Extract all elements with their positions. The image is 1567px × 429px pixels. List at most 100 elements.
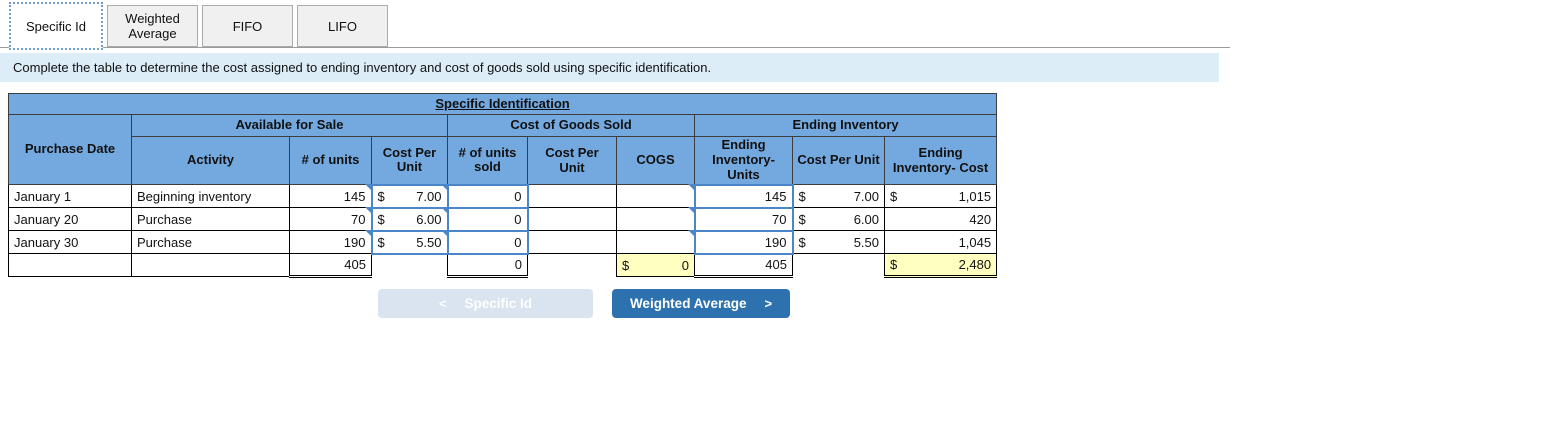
cell-activity: Beginning inventory: [131, 184, 290, 208]
total-cogs: $0: [616, 253, 695, 277]
cell-value: 7.00: [853, 188, 879, 204]
cell-ending-inventory-cost: 420: [883, 207, 998, 231]
currency-symbol: $: [377, 234, 385, 250]
table-row: January 30 Purchase 190 $5.50 0 190 $5.5…: [8, 229, 998, 255]
cell-cogs-cost-per-unit: [527, 207, 617, 231]
input-afs-cost-per-unit[interactable]: $6.00: [364, 206, 449, 232]
cell-value: 0: [514, 188, 522, 204]
cell-purchase-date-empty: [8, 253, 132, 277]
header-cogs-cost-per-unit: Cost Per Unit: [527, 136, 617, 185]
header-group-cost-of-goods-sold: Cost of Goods Sold: [447, 114, 695, 137]
header-activity: Activity: [131, 136, 290, 185]
table-title-cell: Specific Identification: [7, 93, 998, 115]
input-units-sold[interactable]: 0: [440, 183, 529, 209]
header-group-available-for-sale: Available for Sale: [131, 114, 448, 137]
currency-symbol: $: [377, 211, 385, 227]
input-flag-icon: [364, 183, 372, 191]
cell-ending-inventory-cost: 1,045: [883, 230, 998, 254]
header-cost-per-unit: Cost Per Unit: [371, 136, 448, 185]
currency-symbol: $: [377, 188, 385, 204]
tabbar-divider: [0, 47, 1230, 48]
input-flag-icon: [687, 206, 695, 214]
table-row: January 1 Beginning inventory 145 $7.00 …: [8, 183, 998, 209]
input-flag-icon: [364, 229, 372, 237]
tab-specific-id[interactable]: Specific Id: [9, 2, 103, 50]
cell-units: 145: [289, 184, 372, 208]
cell-value: 5.50: [416, 234, 442, 250]
cell-value: 7.00: [416, 188, 442, 204]
input-flag-icon: [440, 229, 448, 237]
currency-symbol: $: [798, 211, 806, 227]
input-flag-icon: [687, 183, 695, 191]
cell-purchase-date: January 20: [8, 207, 132, 231]
cell-ei-cost-per-unit: $5.50: [792, 230, 885, 254]
cell-value: 1,015: [958, 188, 992, 204]
cell-purchase-date: January 30: [8, 230, 132, 254]
cell-cogs-cost-per-unit: [527, 230, 617, 254]
tab-lifo[interactable]: LIFO: [297, 5, 388, 47]
table-title: Specific Identification: [435, 95, 570, 111]
table-row: January 20 Purchase 70 $6.00 0 70 $6.00 …: [8, 206, 998, 232]
input-afs-cost-per-unit[interactable]: $5.50: [364, 229, 449, 255]
cell-blank: [371, 253, 448, 277]
specific-identification-table: Specific Identification Purchase Date Av…: [7, 93, 998, 278]
cell-value: 6.00: [853, 211, 879, 227]
cell-ei-cost-per-unit: $6.00: [792, 207, 885, 231]
prev-button-label: Specific Id: [464, 296, 533, 311]
total-units-sold: 0: [447, 253, 528, 278]
total-ending-inventory-units: 405: [694, 253, 793, 278]
currency-symbol: $: [622, 257, 630, 273]
total-units: 405: [289, 253, 372, 278]
cell-value: 0: [514, 211, 522, 227]
input-units-sold[interactable]: 0: [440, 229, 529, 255]
header-ending-inventory-units: Ending Inventory-Units: [694, 136, 793, 185]
cell-value: 2,480: [958, 257, 992, 272]
header-units-sold: # of units sold: [447, 136, 528, 185]
currency-symbol: $: [798, 234, 806, 250]
header-cogs: COGS: [616, 136, 695, 185]
input-ending-inventory-units[interactable]: 145: [687, 183, 794, 209]
currency-symbol: $: [798, 188, 806, 204]
chevron-left-icon: <: [438, 296, 447, 311]
input-afs-cost-per-unit[interactable]: $7.00: [364, 183, 449, 209]
cell-value: 70: [772, 211, 787, 227]
cell-activity: Purchase: [131, 230, 290, 254]
input-flag-icon: [440, 206, 448, 214]
currency-symbol: $: [890, 188, 898, 204]
chevron-right-icon: >: [764, 296, 773, 311]
cell-cogs-cost-per-unit: [527, 184, 617, 208]
header-ei-cost-per-unit: Cost Per Unit: [792, 136, 885, 185]
next-button-label: Weighted Average: [629, 296, 747, 311]
input-ending-inventory-units[interactable]: 190: [687, 229, 794, 255]
cell-activity-empty: [131, 253, 290, 277]
input-flag-icon: [687, 229, 695, 237]
instruction-banner: Complete the table to determine the cost…: [0, 53, 1219, 82]
cell-cogs: [616, 230, 695, 254]
tab-fifo[interactable]: FIFO: [202, 5, 293, 47]
cell-units: 190: [289, 230, 372, 254]
cell-value: 0: [681, 257, 689, 273]
currency-symbol: $: [890, 257, 898, 272]
input-units-sold[interactable]: 0: [440, 206, 529, 232]
total-ending-inventory-cost: $2,480: [883, 253, 998, 278]
cell-value: 5.50: [853, 234, 879, 250]
cell-cogs: [616, 184, 695, 208]
cell-ei-cost-per-unit: $7.00: [792, 184, 885, 208]
header-units: # of units: [289, 136, 372, 185]
input-flag-icon: [440, 183, 448, 191]
tab-bar: Specific Id Weighted Average FIFO LIFO: [9, 2, 388, 50]
totals-row: 405 0 $0 405 $2,480: [8, 253, 998, 278]
cell-cogs: [616, 207, 695, 231]
header-ending-inventory-cost: Ending Inventory- Cost: [883, 136, 998, 185]
input-ending-inventory-units[interactable]: 70: [687, 206, 794, 232]
prev-tab-button[interactable]: < Specific Id: [378, 289, 593, 318]
cell-activity: Purchase: [131, 207, 290, 231]
tab-weighted-average[interactable]: Weighted Average: [107, 5, 198, 47]
cell-value: 145: [764, 188, 787, 204]
cell-purchase-date: January 1: [8, 184, 132, 208]
cell-units: 70: [289, 207, 372, 231]
cell-value: 0: [514, 234, 522, 250]
instruction-text: Complete the table to determine the cost…: [13, 60, 712, 75]
next-tab-button[interactable]: Weighted Average >: [612, 289, 790, 318]
